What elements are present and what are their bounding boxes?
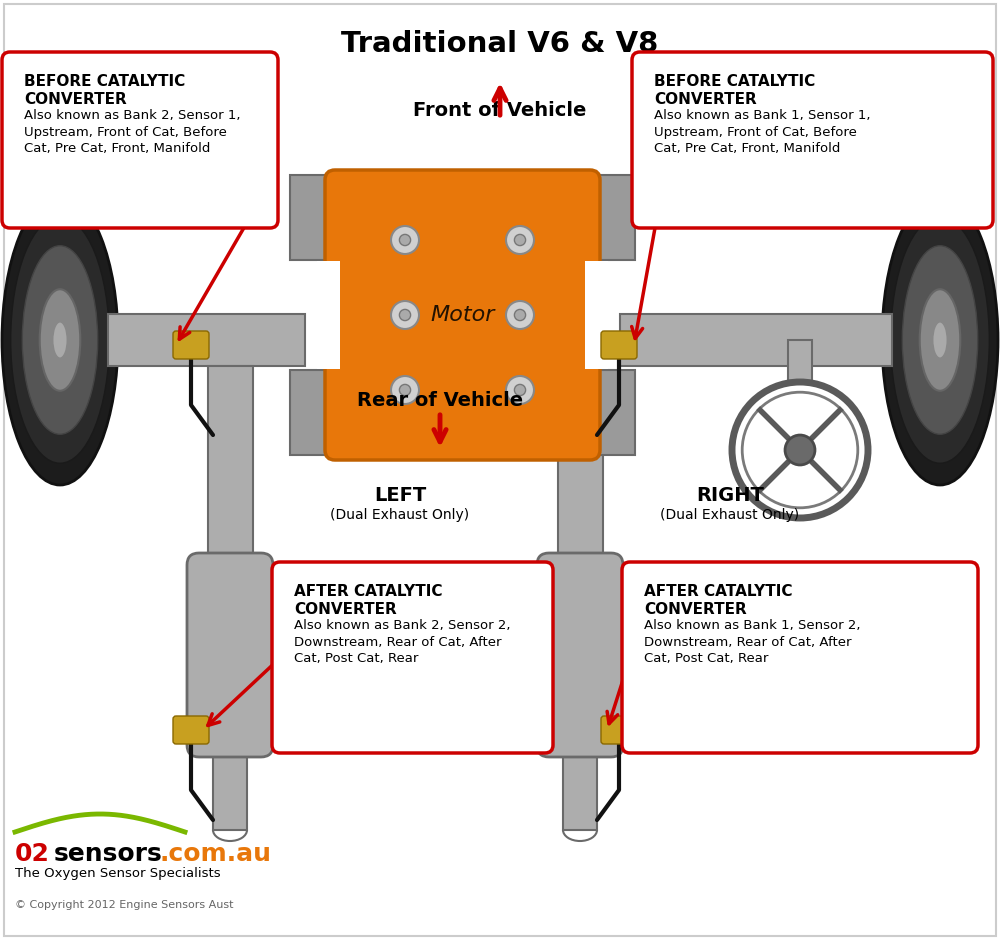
Text: Catalytic
Converter: Catalytic Converter <box>623 641 685 669</box>
Ellipse shape <box>2 195 118 485</box>
FancyBboxPatch shape <box>632 52 993 228</box>
Bar <box>585 370 635 455</box>
Text: RIGHT: RIGHT <box>696 486 764 505</box>
Circle shape <box>399 384 411 396</box>
Bar <box>317 261 340 369</box>
Text: Also known as Bank 2, Sensor 2,
Downstream, Rear of Cat, After
Cat, Post Cat, Re: Also known as Bank 2, Sensor 2, Downstre… <box>294 619 511 666</box>
Text: BEFORE CATALYTIC
CONVERTER: BEFORE CATALYTIC CONVERTER <box>654 74 815 107</box>
Text: The Oxygen Sensor Specialists: The Oxygen Sensor Specialists <box>15 867 221 880</box>
FancyBboxPatch shape <box>325 170 600 460</box>
Text: Traditional V6 & V8: Traditional V6 & V8 <box>341 30 659 58</box>
Circle shape <box>514 309 526 321</box>
FancyBboxPatch shape <box>537 553 623 757</box>
Text: (Dual Exhaust Only): (Dual Exhaust Only) <box>660 508 800 522</box>
Text: LEFT: LEFT <box>374 486 426 505</box>
FancyBboxPatch shape <box>327 172 598 458</box>
Text: Front of Vehicle: Front of Vehicle <box>413 101 587 120</box>
FancyBboxPatch shape <box>622 562 978 753</box>
Bar <box>208 366 253 560</box>
Ellipse shape <box>53 321 67 358</box>
Bar <box>788 340 812 382</box>
Text: © Copyright 2012 Engine Sensors Aust: © Copyright 2012 Engine Sensors Aust <box>15 900 234 910</box>
FancyBboxPatch shape <box>601 716 637 744</box>
Text: Catalytic
Converter: Catalytic Converter <box>273 641 335 669</box>
Bar <box>213 745 247 830</box>
Bar <box>585 175 635 260</box>
FancyBboxPatch shape <box>601 331 637 359</box>
Ellipse shape <box>920 290 960 391</box>
Bar <box>585 261 608 369</box>
Ellipse shape <box>933 321 947 358</box>
Bar <box>563 745 597 830</box>
Ellipse shape <box>11 217 109 463</box>
Bar <box>558 366 603 560</box>
Ellipse shape <box>882 195 998 485</box>
FancyBboxPatch shape <box>187 553 273 757</box>
Circle shape <box>514 234 526 245</box>
Circle shape <box>391 376 419 404</box>
Circle shape <box>506 301 534 329</box>
Bar <box>290 175 340 260</box>
Bar <box>335 200 590 430</box>
Ellipse shape <box>891 217 989 463</box>
Circle shape <box>506 376 534 404</box>
FancyBboxPatch shape <box>108 314 305 366</box>
Circle shape <box>506 226 534 254</box>
Circle shape <box>399 309 411 321</box>
Text: (Dual Exhaust Only): (Dual Exhaust Only) <box>330 508 470 522</box>
Ellipse shape <box>22 245 98 434</box>
FancyBboxPatch shape <box>272 562 553 753</box>
Text: Also known as Bank 1, Sensor 2,
Downstream, Rear of Cat, After
Cat, Post Cat, Re: Also known as Bank 1, Sensor 2, Downstre… <box>644 619 860 666</box>
Text: Also known as Bank 2, Sensor 1,
Upstream, Front of Cat, Before
Cat, Pre Cat, Fro: Also known as Bank 2, Sensor 1, Upstream… <box>24 109 240 155</box>
Circle shape <box>399 234 411 245</box>
Ellipse shape <box>902 245 978 434</box>
FancyBboxPatch shape <box>620 314 892 366</box>
Circle shape <box>785 435 815 465</box>
Circle shape <box>391 301 419 329</box>
FancyBboxPatch shape <box>173 716 209 744</box>
FancyBboxPatch shape <box>2 52 278 228</box>
FancyBboxPatch shape <box>173 331 209 359</box>
Bar <box>290 370 340 455</box>
Text: 02: 02 <box>15 842 50 866</box>
Text: AFTER CATALYTIC
CONVERTER: AFTER CATALYTIC CONVERTER <box>294 584 442 617</box>
Text: Rear of Vehicle: Rear of Vehicle <box>357 391 523 410</box>
Text: .com.au: .com.au <box>160 842 272 866</box>
Text: Also known as Bank 1, Sensor 1,
Upstream, Front of Cat, Before
Cat, Pre Cat, Fro: Also known as Bank 1, Sensor 1, Upstream… <box>654 109 870 155</box>
Circle shape <box>391 226 419 254</box>
Circle shape <box>514 384 526 396</box>
Ellipse shape <box>40 290 80 391</box>
Text: Motor: Motor <box>430 305 495 325</box>
Text: sensors: sensors <box>54 842 163 866</box>
Text: AFTER CATALYTIC
CONVERTER: AFTER CATALYTIC CONVERTER <box>644 584 792 617</box>
Text: BEFORE CATALYTIC
CONVERTER: BEFORE CATALYTIC CONVERTER <box>24 74 185 107</box>
